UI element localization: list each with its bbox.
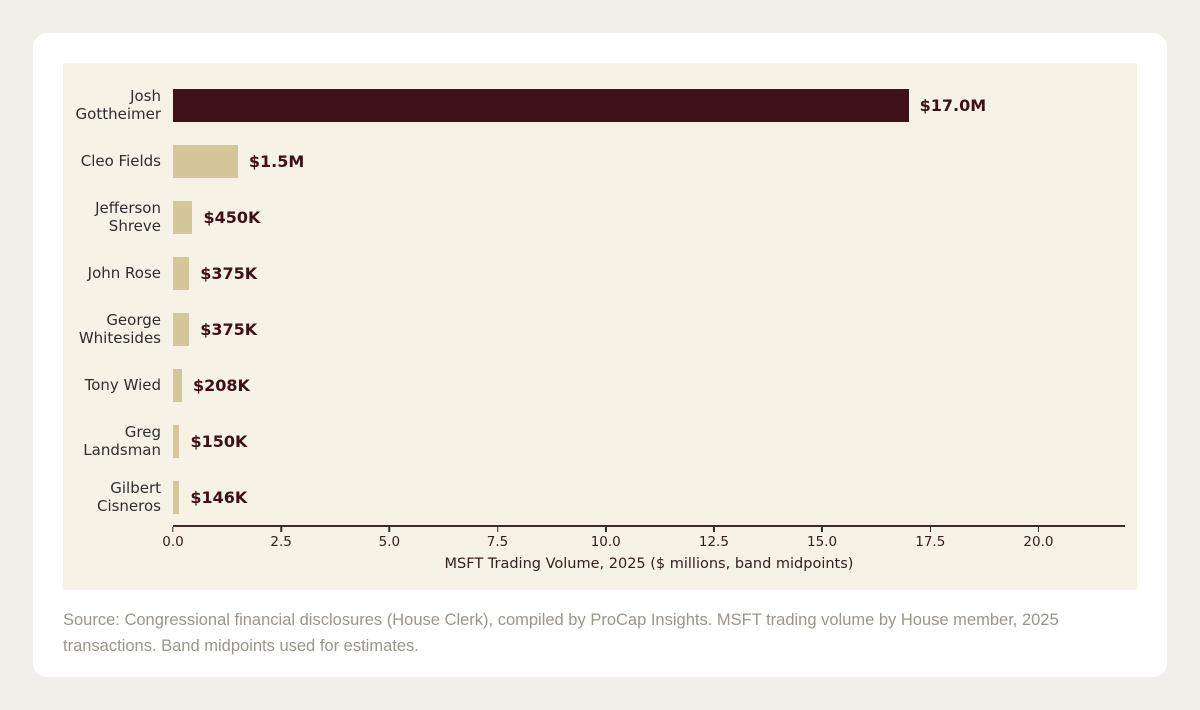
bar-row: George Whitesides $375K [63,301,1125,357]
tick-mark [388,527,391,532]
category-label: Greg Landsman [83,422,161,459]
value-label: $17.0M [919,95,987,115]
bar-track: $450K [173,200,1125,234]
category-label: Tony Wied [84,375,161,394]
value-label: $1.5M [248,151,305,171]
bar-track: $375K [173,256,1125,290]
bar-track: $1.5M [173,144,1125,178]
tick-label: 17.5 [915,534,946,550]
x-tick: 0.0 [162,527,184,550]
tick-mark [929,527,932,532]
value-label: $150K [190,431,248,451]
bar-row: Josh Gottheimer $17.0M [63,77,1125,133]
bar [173,424,180,458]
bar-row: Cleo Fields $1.5M [63,133,1125,189]
bar [173,88,909,122]
tick-label: 5.0 [378,534,401,550]
x-tick-labels: 0.0 2.5 5.0 7.5 10.0 12.5 15.0 17.5 20.0 [162,527,1125,555]
tick-mark [713,527,715,532]
tick-label: 2.5 [270,534,292,550]
bar-row: Tony Wied $208K [63,357,1125,413]
tick-label: 7.5 [486,534,509,550]
value-label: $375K [200,319,258,339]
tick-mark [172,527,174,532]
source-note: Source: Congressional financial disclosu… [63,611,1059,655]
x-tick: 15.0 [807,527,837,550]
value-label: $450K [203,207,261,227]
x-tick: 20.0 [1023,527,1053,550]
bar [173,200,193,234]
category-label: George Whitesides [78,310,161,347]
value-label: $375K [200,263,258,283]
bar [173,256,190,290]
bar-row: Greg Landsman $150K [63,413,1125,469]
bar [173,480,180,514]
bar-chart: Josh Gottheimer $17.0M Cleo Fields $1.5M Jef… [63,63,1137,590]
bar-track: $17.0M [173,88,1125,122]
value-label: $208K [193,375,250,395]
category-label: Gilbert Cisneros [96,478,161,515]
tick-mark [1037,527,1040,532]
bar-row: Gilbert Cisneros $146K [63,469,1125,525]
x-axis-title: MSFT Trading Volume, 2025 ($ millions, b… [444,556,854,572]
bar-row: John Rose $375K [63,245,1125,301]
x-axis: 0.0 2.5 5.0 7.5 10.0 12.5 15.0 17.5 20.0 [162,525,1125,555]
x-tick: 17.5 [915,527,945,550]
tick-mark [821,527,823,532]
x-tick: 12.5 [699,527,729,550]
plot-area: Josh Gottheimer $17.0M Cleo Fields $1.5M Jef… [63,77,1125,525]
x-tick: 5.0 [379,527,400,550]
tick-label: 20.0 [1023,534,1054,550]
category-label: John Rose [87,263,161,282]
chart-card: Josh Gottheimer $17.0M Cleo Fields $1.5M Jef… [33,33,1167,677]
bar [173,312,190,346]
tick-mark [604,527,607,532]
category-label: Cleo Fields [80,151,161,170]
category-label: Josh Gottheimer [75,86,161,123]
tick-label: 12.5 [698,534,729,550]
x-axis-line [173,525,1125,527]
x-tick: 2.5 [270,527,292,550]
x-tick: 10.0 [591,527,621,550]
x-tick: 7.5 [487,527,508,550]
bar [173,144,238,178]
bar-row: Jefferson Shreve $450K [63,189,1125,245]
value-label: $146K [190,487,248,507]
tick-mark [280,527,282,532]
tick-label: 10.0 [590,534,621,550]
bar-track: $146K [173,480,1125,514]
bar-track: $208K [173,368,1125,402]
bar [173,368,182,402]
tick-mark [496,527,499,532]
category-label: Jefferson Shreve [95,198,161,235]
bar-track: $375K [173,312,1125,346]
tick-label: 15.0 [807,534,838,550]
bar-track: $150K [173,424,1125,458]
tick-label: 0.0 [162,534,184,550]
